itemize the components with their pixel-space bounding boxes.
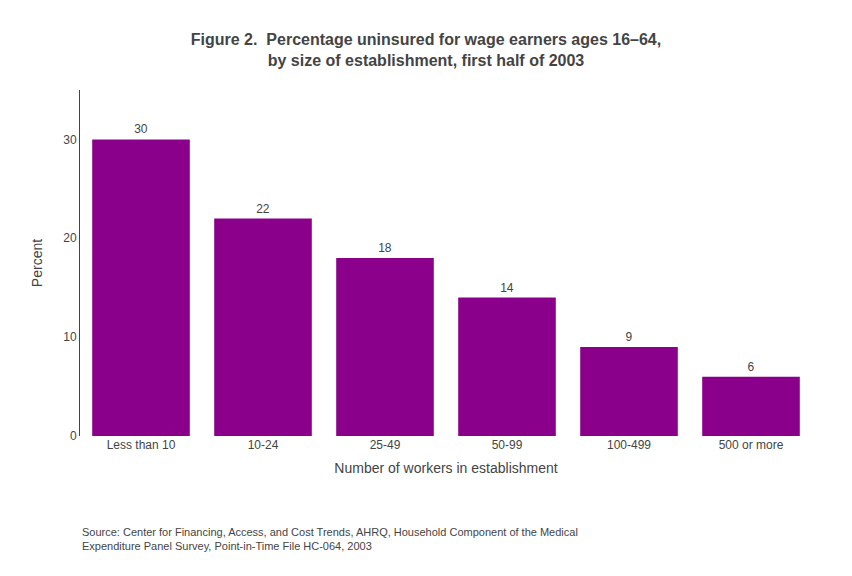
svg-text:Number of workers in establish: Number of workers in establishment (334, 460, 557, 476)
svg-text:10: 10 (63, 330, 77, 344)
svg-text:9: 9 (626, 330, 633, 344)
svg-text:14: 14 (500, 281, 514, 295)
svg-text:50-99: 50-99 (492, 438, 523, 452)
svg-text:30: 30 (63, 133, 77, 147)
svg-text:10-24: 10-24 (248, 438, 279, 452)
svg-text:100-499: 100-499 (607, 438, 651, 452)
svg-text:6: 6 (748, 360, 755, 374)
svg-text:Figure 2. Percentage uninsure: Figure 2. Percentage uninsured for wage … (191, 31, 661, 69)
svg-text:25-49: 25-49 (370, 438, 401, 452)
svg-text:30: 30 (134, 122, 148, 136)
svg-text:Percent: Percent (29, 239, 45, 287)
svg-text:18: 18 (378, 241, 392, 255)
svg-text:Less than 10: Less than 10 (107, 438, 176, 452)
svg-text:22: 22 (256, 202, 270, 216)
svg-text:Source: Center for Financing,: Source: Center for Financing, Access, an… (82, 526, 578, 552)
svg-text:500 or more: 500 or more (719, 438, 784, 452)
svg-text:0: 0 (70, 429, 77, 443)
svg-text:20: 20 (63, 231, 77, 245)
